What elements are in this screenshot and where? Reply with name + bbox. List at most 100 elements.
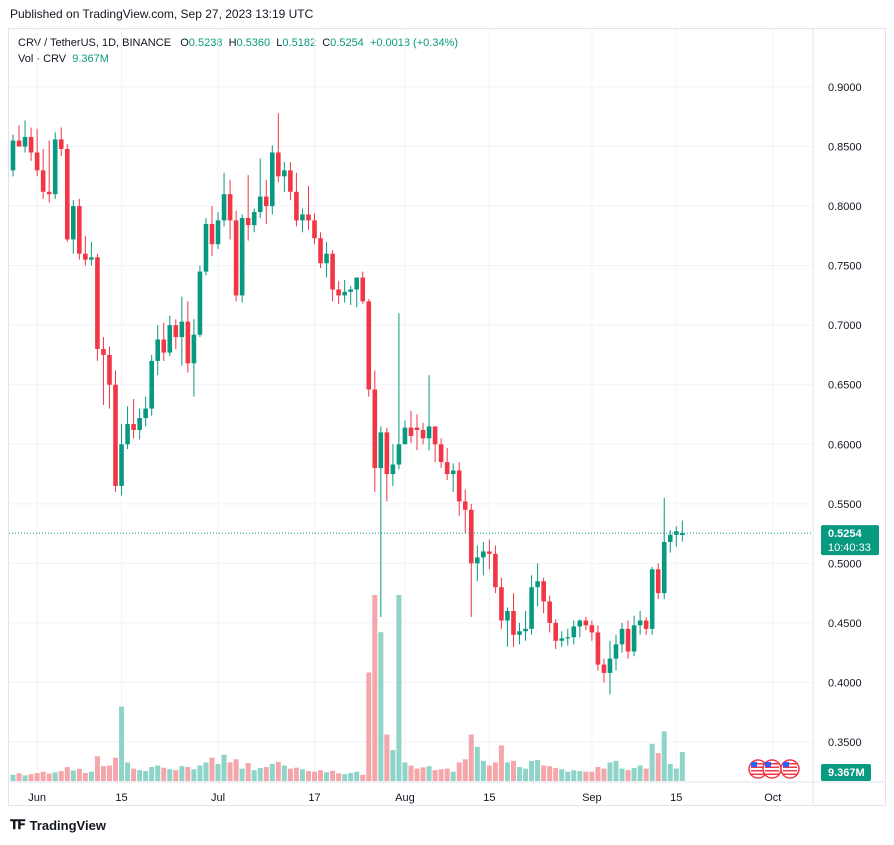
y-tick-label: 0.6500 — [828, 380, 862, 392]
volume-bar — [402, 762, 408, 781]
candle-body — [239, 218, 245, 296]
us-event-flag-icon[interactable] — [748, 759, 768, 779]
last-price-tag-bg — [821, 525, 879, 556]
candle-body — [674, 531, 679, 535]
candle-body — [276, 152, 281, 177]
y-tick-label: 0.5000 — [828, 558, 862, 570]
candle-body — [263, 196, 269, 207]
candle-body — [269, 152, 275, 207]
volume-bar — [553, 767, 559, 781]
close-label: C — [322, 37, 331, 49]
candle-body — [360, 277, 366, 302]
volume-bar — [173, 770, 179, 781]
candle-body — [595, 632, 601, 665]
volume-bar — [408, 765, 414, 781]
candle-body — [505, 611, 510, 621]
volume-bar — [209, 757, 215, 781]
volume-bar — [625, 770, 631, 781]
candle-body — [396, 444, 402, 465]
candle-body — [312, 220, 317, 239]
candle-body — [342, 291, 347, 296]
candle-body — [655, 569, 661, 594]
candle-body — [203, 223, 209, 272]
candle-body — [456, 470, 462, 502]
candle-body — [565, 637, 571, 639]
candle-body — [535, 581, 540, 588]
candle-body — [420, 429, 426, 439]
volume-bar — [46, 773, 52, 781]
candle-body — [354, 277, 360, 290]
volume-bar — [245, 763, 251, 781]
y-tick-label: 0.7000 — [828, 320, 862, 332]
symbol-label[interactable]: CRV / TetherUS, 1D, BINANCE — [18, 37, 172, 49]
volume-bar — [378, 632, 384, 781]
volume-bar — [480, 760, 486, 781]
candle-body — [487, 551, 492, 554]
close-value: 0.5254 — [330, 37, 364, 49]
volume-bar — [28, 774, 34, 781]
candle-body — [64, 148, 70, 240]
volume-bar — [492, 762, 498, 781]
candle-body — [155, 339, 161, 361]
candle-body — [131, 424, 136, 430]
volume-bar — [366, 672, 372, 781]
candle-body — [336, 289, 341, 296]
volume-bar — [631, 767, 637, 781]
volume-bar — [384, 734, 390, 781]
candle-body — [179, 321, 185, 338]
volume-bar — [595, 767, 601, 781]
candle-body — [523, 628, 528, 632]
volume-bar — [673, 768, 679, 781]
volume-bar — [88, 771, 94, 781]
candle-body — [553, 622, 558, 641]
ohlc-legend: CRV / TetherUS, 1D, BINANCE O0.5238 H0.5… — [18, 35, 458, 51]
x-tick-label: 15 — [483, 792, 495, 804]
volume-bar — [456, 762, 462, 781]
volume-bar — [535, 759, 541, 781]
volume-bar — [486, 765, 492, 781]
candle-body — [149, 360, 154, 409]
volume-bar — [239, 768, 245, 781]
candle-body — [366, 301, 372, 390]
volume-bar — [510, 760, 516, 781]
y-tick-label: 0.6000 — [828, 439, 862, 451]
volume-bar — [498, 745, 504, 781]
volume-bar — [444, 768, 450, 781]
candle-body — [294, 191, 299, 221]
volume-bar — [348, 772, 354, 781]
volume-bar — [149, 767, 155, 781]
chart-frame[interactable] — [8, 28, 886, 806]
candle-body — [282, 170, 287, 177]
candle-body — [257, 196, 263, 213]
volume-bar — [179, 766, 185, 781]
candle-body — [661, 541, 667, 594]
candle-body — [601, 664, 607, 673]
candle-body — [71, 206, 76, 240]
volume-bar — [113, 757, 119, 781]
candle-body — [643, 620, 649, 629]
volume-bar — [667, 763, 673, 781]
volume-bar — [167, 769, 173, 781]
volume-bar — [637, 765, 643, 781]
candle-body — [58, 139, 64, 149]
bar-countdown: 10:40:33 — [828, 542, 871, 554]
us-event-flag-icon[interactable] — [762, 759, 782, 779]
candle-body — [221, 194, 227, 221]
volume-bar — [185, 767, 191, 781]
candle-body — [209, 223, 215, 245]
volume-bar — [372, 595, 378, 781]
candle-body — [541, 581, 546, 602]
volume-bar — [161, 767, 167, 781]
volume-bar — [432, 770, 438, 781]
footer-brand-label: TradingView — [29, 818, 106, 833]
volume-bar — [64, 767, 70, 781]
candle-body — [499, 587, 504, 621]
candle-body — [245, 218, 251, 226]
candle-body — [378, 432, 384, 469]
us-event-flag-icon[interactable] — [780, 759, 800, 779]
x-tick-label: Sep — [582, 792, 602, 804]
candle-body — [324, 253, 329, 264]
last-price-tag: 0.5254 10:40:33 — [821, 525, 879, 556]
y-tick-label: 0.7500 — [828, 261, 862, 273]
